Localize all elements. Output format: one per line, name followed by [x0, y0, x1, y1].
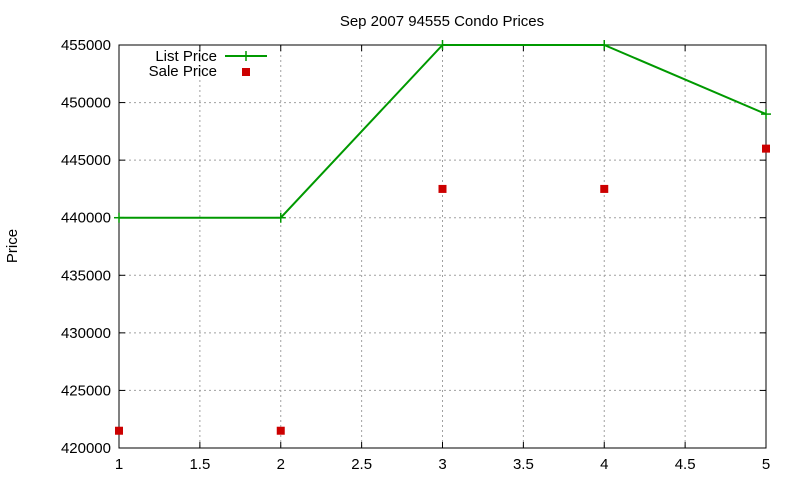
y-tick-label: 440000: [61, 210, 111, 227]
x-tick-label: 4.5: [675, 456, 696, 473]
x-axis-ticks: 1 1.5 2 2.5 3 3.5 4 4.5 5: [115, 45, 770, 473]
y-tick-label: 445000: [61, 152, 111, 169]
y-tick-label: 450000: [61, 95, 111, 112]
data-point: [599, 40, 610, 50]
y-axis-label: Price: [4, 229, 21, 263]
data-point: [761, 109, 771, 120]
legend: List Price Sale Price: [149, 48, 267, 80]
x-tick-label: 2.5: [351, 456, 372, 473]
chart-title: Sep 2007 94555 Condo Prices: [340, 13, 544, 30]
legend-label-sale-price: Sale Price: [149, 63, 217, 80]
data-point: [762, 144, 770, 153]
legend-marker-sale-price: [242, 68, 250, 76]
series-list-price: [114, 40, 771, 223]
y-tick-label: 435000: [61, 267, 111, 284]
x-tick-label: 5: [762, 456, 770, 473]
x-tick-label: 1.5: [189, 456, 210, 473]
x-tick-label: 1: [115, 456, 123, 473]
x-tick-label: 4: [600, 456, 608, 473]
y-tick-label: 430000: [61, 325, 111, 342]
y-tick-label: 455000: [61, 37, 111, 54]
legend-marker-list-price: [241, 51, 251, 61]
data-point: [275, 212, 286, 223]
grid-layer: [119, 45, 766, 448]
data-point: [114, 212, 124, 223]
x-tick-label: 3: [438, 456, 446, 473]
legend-label-list-price: List Price: [155, 48, 217, 65]
data-point: [438, 184, 447, 193]
x-tick-label: 2: [277, 456, 285, 473]
data-point: [115, 426, 123, 435]
y-tick-label: 425000: [61, 382, 111, 399]
legend-plus-marker: [241, 51, 251, 61]
data-point: [276, 426, 285, 435]
series-sale-price: [115, 144, 770, 435]
y-tick-label: 420000: [61, 440, 111, 457]
data-point: [437, 40, 448, 50]
data-point: [600, 184, 609, 193]
legend-square-marker: [242, 68, 250, 76]
x-tick-label: 3.5: [513, 456, 534, 473]
series-layer: [114, 40, 771, 435]
y-axis-ticks: 420000 425000 430000 435000 440000 445000 4500…: [61, 37, 766, 457]
